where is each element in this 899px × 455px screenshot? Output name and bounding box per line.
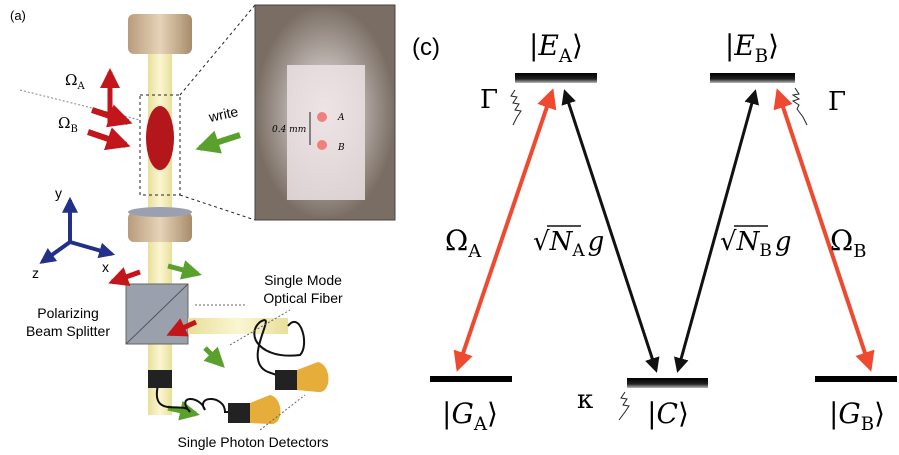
ket-close: ⟩ bbox=[487, 397, 498, 430]
panel-label: (c) bbox=[412, 34, 440, 61]
decay-wiggle bbox=[619, 392, 629, 420]
axis-label: y bbox=[55, 185, 62, 201]
level-symbol: C bbox=[657, 397, 678, 430]
level-bar bbox=[815, 376, 897, 382]
fiber-coupler bbox=[148, 370, 172, 388]
coupling-symbol: N bbox=[736, 227, 761, 257]
level-symbol: G bbox=[451, 397, 473, 430]
panel-a: (a) ΩA ΩB write 0.4 mm A B y z x Single … bbox=[10, 5, 395, 450]
ket-open: | bbox=[442, 397, 451, 430]
ket-close: ⟩ bbox=[678, 397, 689, 430]
drive-label: ΩB bbox=[830, 224, 866, 262]
level-bar bbox=[627, 378, 708, 388]
level-label: |GB⟩ bbox=[829, 397, 885, 435]
decay-label: Γ bbox=[828, 87, 846, 117]
level-symbol: E bbox=[537, 29, 558, 62]
write-label: write bbox=[206, 103, 239, 125]
atom-cloud bbox=[146, 106, 174, 170]
coupling-symbol: N bbox=[549, 227, 574, 257]
drive-symbol: Ω bbox=[445, 224, 468, 257]
mirror-face bbox=[128, 207, 192, 217]
level-bar bbox=[430, 376, 512, 382]
arrow bbox=[205, 348, 222, 365]
guide bbox=[20, 90, 140, 120]
level-sub: A bbox=[473, 414, 488, 435]
drive-label: ΩA bbox=[445, 224, 482, 262]
panel-label: (a) bbox=[10, 8, 26, 23]
mirror bbox=[128, 14, 192, 54]
drive-symbol: Ω bbox=[830, 224, 853, 257]
coupling-arrow bbox=[565, 92, 656, 370]
omega-b: ΩB bbox=[58, 114, 78, 135]
detector bbox=[250, 395, 281, 424]
drive-arrow bbox=[778, 92, 870, 368]
arrow bbox=[200, 135, 240, 148]
decay-wiggle bbox=[793, 88, 807, 125]
decay-label: Γ bbox=[480, 85, 498, 115]
site-label: A bbox=[337, 113, 345, 123]
page: (a) ΩA ΩB write 0.4 mm A B y z x Single … bbox=[0, 0, 899, 455]
level-symbol: E bbox=[733, 29, 754, 62]
axis-label: x bbox=[102, 259, 109, 275]
level-sub: A bbox=[558, 46, 573, 67]
detector-label: Single Photon Detectors bbox=[178, 434, 329, 450]
coupling-factor: g bbox=[588, 227, 605, 257]
site bbox=[317, 140, 327, 150]
level-sub: B bbox=[755, 46, 768, 67]
level-symbol: G bbox=[838, 397, 860, 430]
level-label: |C⟩ bbox=[647, 397, 689, 430]
root-sign: √ bbox=[720, 227, 737, 257]
axis bbox=[70, 242, 112, 254]
coupling-factor: g bbox=[775, 227, 792, 257]
ket-open: | bbox=[725, 29, 734, 62]
drive-sub: A bbox=[467, 241, 482, 262]
coupling-sub: B bbox=[759, 241, 772, 261]
level-label: |EB⟩ bbox=[725, 29, 779, 67]
arrow bbox=[168, 266, 198, 274]
level-sub: B bbox=[861, 414, 874, 435]
arrow bbox=[112, 272, 140, 282]
decay-wiggle bbox=[511, 90, 521, 125]
panel-c: (c) Γ Γ κ bbox=[412, 34, 897, 420]
ket-open: | bbox=[529, 29, 538, 62]
ket-close: ⟩ bbox=[768, 29, 779, 62]
root-sign: √ bbox=[533, 227, 550, 257]
ket-open: | bbox=[829, 397, 838, 430]
arrow bbox=[88, 132, 126, 145]
ket-close: ⟩ bbox=[572, 29, 583, 62]
decay-label: κ bbox=[577, 385, 593, 415]
site-label: B bbox=[337, 143, 345, 153]
axis-label: z bbox=[32, 265, 39, 281]
detector bbox=[297, 362, 329, 392]
coupling-sub: A bbox=[571, 241, 585, 261]
level-bar bbox=[710, 73, 795, 83]
drive-sub: B bbox=[853, 241, 866, 262]
figure: (a) ΩA ΩB write 0.4 mm A B y z x Single … bbox=[0, 0, 899, 455]
level-label: |GA⟩ bbox=[442, 397, 498, 435]
ket-close: ⟩ bbox=[874, 397, 885, 430]
level-bar bbox=[515, 73, 597, 83]
fiber-coupler bbox=[228, 403, 250, 423]
ket-open: | bbox=[647, 397, 656, 430]
site bbox=[317, 112, 327, 122]
arrow bbox=[168, 408, 196, 414]
scale-label: 0.4 mm bbox=[272, 125, 306, 135]
fiber-coupler bbox=[275, 370, 297, 390]
omega-a: ΩA bbox=[65, 71, 85, 92]
level-label: |EA⟩ bbox=[529, 29, 583, 67]
axis bbox=[42, 242, 70, 262]
